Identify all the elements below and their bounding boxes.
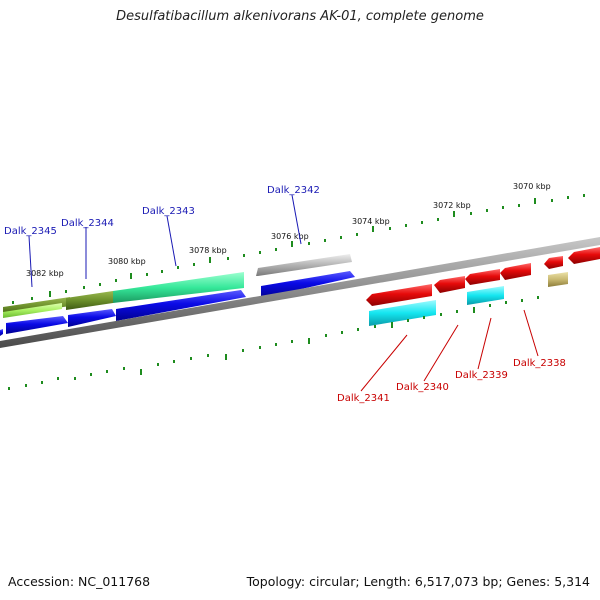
gene-red-edge <box>568 247 600 264</box>
reverse-genes-lower <box>369 272 568 326</box>
gene-cyan-2339 <box>467 286 504 305</box>
scale-label: 3074 kbp <box>352 217 390 226</box>
gene-red-2338 <box>500 263 531 280</box>
genome-backbone <box>0 237 600 348</box>
forward-genes-upper <box>3 254 352 318</box>
gene-blue-d <box>116 290 246 321</box>
scale-label: 3078 kbp <box>189 246 227 255</box>
gene-label-reverse: Dalk_2340 <box>396 382 449 393</box>
gene-label-forward: Dalk_2344 <box>61 218 114 229</box>
gene-label-reverse: Dalk_2338 <box>513 358 566 369</box>
gene-cyan-2341 <box>369 300 436 326</box>
outer-tick-ring <box>12 194 585 304</box>
gene-blue-c <box>68 309 116 327</box>
reverse-gene-labels: Dalk_2341 Dalk_2340 Dalk_2339 Dalk_2338 <box>337 358 566 404</box>
scale-labels: 3082 kbp 3080 kbp 3078 kbp 3076 kbp 3074… <box>26 182 551 278</box>
gene-blue-e <box>261 271 355 298</box>
scale-label: 3076 kbp <box>271 232 309 241</box>
gene-red-2339 <box>465 269 500 285</box>
gene-blue-a <box>0 329 3 336</box>
forward-gene-labels: Dalk_2345 Dalk_2344 Dalk_2343 Dalk_2342 <box>4 185 320 237</box>
scale-label: 3080 kbp <box>108 257 146 266</box>
gene-label-forward: Dalk_2345 <box>4 226 57 237</box>
gene-gray-2342 <box>256 254 352 276</box>
gene-label-forward: Dalk_2342 <box>267 185 320 196</box>
reverse-genes-upper <box>366 247 600 306</box>
genome-summary-text: Topology: circular; Length: 6,517,073 bp… <box>246 574 590 589</box>
scale-label: 3070 kbp <box>513 182 551 191</box>
reverse-gene-leaders <box>360 309 539 392</box>
inner-tick-ring <box>8 296 539 390</box>
forward-genes-lower <box>0 271 355 336</box>
map-title: Desulfatibacillum alkenivorans AK-01, co… <box>116 9 484 24</box>
gene-label-reverse: Dalk_2341 <box>337 393 390 404</box>
gene-red-2340 <box>434 276 465 293</box>
scale-label: 3072 kbp <box>433 201 471 210</box>
gene-green-2343 <box>113 272 244 303</box>
scale-label: 3082 kbp <box>26 269 64 278</box>
accession-text: Accession: NC_011768 <box>8 574 151 589</box>
gene-khaki <box>548 272 568 287</box>
gene-olive-2344 <box>66 291 113 310</box>
gene-blue-b <box>6 316 68 334</box>
gene-label-forward: Dalk_2343 <box>142 206 195 217</box>
forward-gene-leaders <box>28 194 302 288</box>
gene-red-2341 <box>366 284 432 306</box>
gene-lime-2345 <box>3 303 62 318</box>
gene-red-small <box>544 256 563 269</box>
gene-label-reverse: Dalk_2339 <box>455 370 508 381</box>
